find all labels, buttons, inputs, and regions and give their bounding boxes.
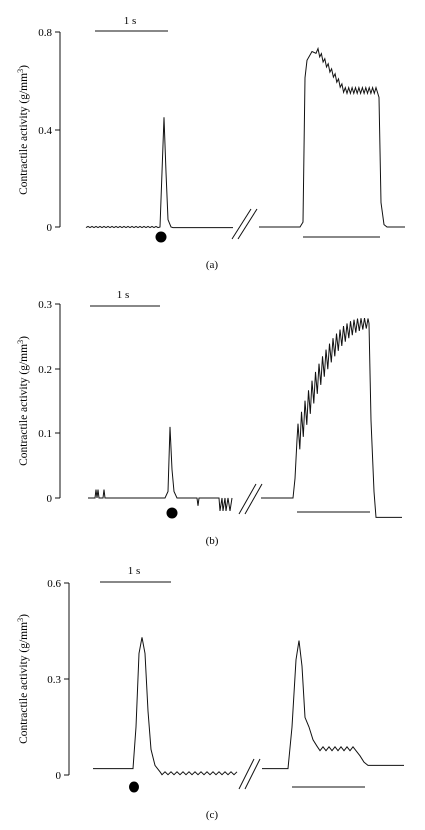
y-axis-label-c: Contractile activity (g/mm3) xyxy=(16,614,30,744)
panel-label-c: (c) xyxy=(206,809,219,821)
axis-break-b-2 xyxy=(244,483,263,515)
trace-c-second xyxy=(262,640,404,770)
axis-break-b-1 xyxy=(238,483,257,515)
trace-b-twitch xyxy=(88,426,233,511)
y-tick-label-b-0: 0 xyxy=(47,493,53,505)
axis-break-c-2 xyxy=(244,758,261,790)
y-tick-label-a-0.4: 0.4 xyxy=(38,125,52,137)
scale-bar-label-b: 1 s xyxy=(117,289,130,301)
y-tick-label-b-0.1: 0.1 xyxy=(38,428,52,440)
y-tick-label-a-0: 0 xyxy=(47,222,53,234)
y-tick-label-b-0.2: 0.2 xyxy=(38,364,52,376)
scale-bar-label-c: 1 s xyxy=(128,565,141,577)
y-tick-label-a-0.8: 0.8 xyxy=(38,27,52,39)
trace-a-tetanus xyxy=(259,46,405,228)
stimulus-dot-c xyxy=(129,781,139,793)
y-tick-label-c-0: 0 xyxy=(56,770,62,782)
y-axis-label-b: Contractile activity (g/mm3) xyxy=(16,336,30,466)
stimulus-dot-b xyxy=(166,507,178,519)
panel-b: 0.3 0.2 0.1 0 Contractile activity (g/mm… xyxy=(16,289,402,547)
axis-break-c-1 xyxy=(238,758,255,790)
scale-bar-label-a: 1 s xyxy=(124,15,137,27)
y-tick-label-c-0.6: 0.6 xyxy=(47,578,61,590)
stimulus-dot-a xyxy=(155,231,167,243)
panel-c: 0.6 0.3 0 Contractile activity (g/mm3) 1… xyxy=(16,565,404,821)
trace-c-twitch xyxy=(93,637,238,776)
axis-break-a-1 xyxy=(231,208,252,240)
y-tick-label-c-0.3: 0.3 xyxy=(47,674,61,686)
trace-a-twitch xyxy=(85,117,233,229)
axis-break-a-2 xyxy=(237,208,258,240)
trace-b-tetanus xyxy=(261,318,402,518)
y-tick-label-b-0.3: 0.3 xyxy=(38,299,52,311)
panel-a: 0.8 0.4 0 Contractile activity (g/mm3) 1… xyxy=(16,15,405,271)
panel-label-a: (a) xyxy=(206,259,219,271)
y-axis-label-a: Contractile activity (g/mm3) xyxy=(16,65,30,195)
panel-label-b: (b) xyxy=(206,535,219,547)
